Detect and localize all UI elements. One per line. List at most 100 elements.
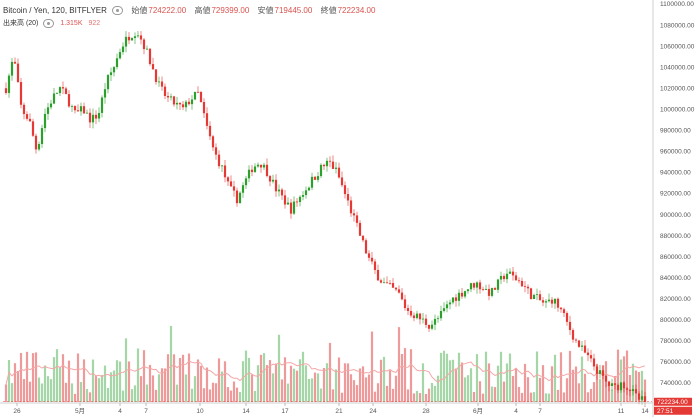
volume-bar bbox=[199, 365, 203, 402]
volume-bar bbox=[31, 353, 35, 402]
volume-bar bbox=[577, 383, 581, 402]
candle-body bbox=[151, 64, 155, 70]
volume-bar bbox=[88, 392, 92, 402]
volume-bar bbox=[142, 350, 146, 402]
candle-body bbox=[514, 275, 518, 281]
candle-body bbox=[481, 289, 485, 291]
candle-body bbox=[85, 112, 89, 114]
candle-body bbox=[4, 88, 8, 93]
volume-bar bbox=[109, 372, 113, 402]
volume-bar bbox=[373, 391, 377, 402]
x-tick-label: 6月 bbox=[473, 407, 483, 415]
volume-bar bbox=[43, 365, 47, 402]
volume-bar bbox=[13, 363, 17, 402]
candle-body bbox=[565, 313, 569, 322]
volume-bar bbox=[376, 383, 380, 402]
x-tick-label: 14 bbox=[641, 408, 649, 415]
candle-body bbox=[211, 136, 215, 148]
volume-bar bbox=[637, 371, 641, 402]
volume-bar bbox=[385, 385, 389, 402]
volume-bar bbox=[424, 393, 428, 402]
volume-bar bbox=[28, 381, 32, 402]
volume-bar bbox=[7, 360, 11, 402]
volume-bar bbox=[22, 379, 26, 402]
volume-bar bbox=[304, 365, 308, 402]
candle-body bbox=[631, 389, 635, 392]
candle-body bbox=[175, 102, 179, 105]
volume-bar bbox=[607, 384, 611, 402]
volume-bar bbox=[214, 383, 218, 402]
candle-body bbox=[130, 38, 134, 41]
volume-bar bbox=[100, 374, 104, 402]
candle-body bbox=[220, 165, 224, 167]
candle-body bbox=[442, 308, 446, 311]
candle-body bbox=[337, 167, 341, 178]
candle-body bbox=[586, 352, 590, 356]
candle-body bbox=[457, 292, 461, 301]
volume-bar bbox=[382, 356, 386, 402]
volume-bar bbox=[409, 349, 413, 402]
candle-body bbox=[463, 291, 467, 297]
volume-bar bbox=[547, 393, 551, 402]
candle-body bbox=[271, 179, 275, 182]
volume-bar bbox=[394, 375, 398, 402]
candle-body bbox=[37, 144, 41, 150]
eye-icon[interactable] bbox=[43, 18, 55, 28]
volume-bar bbox=[355, 385, 359, 402]
volume-bar bbox=[562, 392, 566, 402]
candle-body bbox=[58, 87, 62, 94]
volume-bar bbox=[364, 377, 368, 402]
volume-bar bbox=[532, 392, 536, 402]
volume-bar bbox=[352, 380, 356, 402]
x-tick-label: 26 bbox=[13, 408, 21, 415]
candle-body bbox=[604, 375, 608, 382]
volume-bar bbox=[430, 382, 434, 402]
candle-body bbox=[196, 91, 200, 93]
candle-body bbox=[295, 201, 299, 203]
candle-body bbox=[316, 176, 320, 180]
volume-bar bbox=[64, 382, 68, 402]
volume-bar bbox=[103, 365, 107, 402]
volume-bar bbox=[10, 383, 14, 402]
x-tick-label: 5月 bbox=[75, 407, 85, 415]
close-label: 終値 bbox=[320, 6, 337, 15]
candle-body bbox=[136, 35, 140, 37]
volume-bar bbox=[256, 365, 260, 402]
volume-bar bbox=[226, 387, 230, 402]
volume-bar bbox=[205, 367, 209, 402]
y-tick-label: 760000.00 bbox=[660, 359, 691, 366]
volume-bar bbox=[619, 359, 623, 402]
candle-body bbox=[325, 160, 329, 167]
volume-bar bbox=[589, 388, 593, 402]
volume-bar bbox=[400, 353, 404, 402]
candle-body bbox=[118, 52, 122, 59]
eye-icon[interactable] bbox=[112, 6, 124, 15]
candle-body bbox=[28, 118, 32, 122]
volume-bar bbox=[484, 351, 488, 402]
candle-body bbox=[580, 345, 584, 347]
candle-body bbox=[484, 288, 488, 290]
candle-body bbox=[214, 147, 218, 155]
volume-bar bbox=[595, 364, 599, 402]
volume-bar bbox=[190, 388, 194, 402]
volume-bar bbox=[148, 364, 152, 402]
volume-bar bbox=[628, 375, 632, 402]
volume-bar bbox=[538, 377, 542, 402]
symbol-title[interactable]: Bitcoin / Yen, 120, BITFLYER bbox=[3, 6, 107, 15]
candle-body bbox=[184, 101, 188, 108]
candle-body bbox=[190, 99, 194, 105]
candle-body bbox=[232, 186, 236, 191]
candle-body bbox=[205, 113, 209, 126]
volume-bar bbox=[16, 370, 20, 402]
candle-body bbox=[202, 101, 206, 114]
candle-body bbox=[235, 190, 239, 204]
volume-bar bbox=[163, 368, 167, 402]
candle-body bbox=[22, 104, 26, 115]
candle-body bbox=[109, 72, 113, 76]
volume-bar bbox=[388, 370, 392, 402]
candle-body bbox=[346, 194, 350, 201]
candle-body bbox=[391, 283, 395, 288]
volume-bar bbox=[76, 353, 80, 402]
candle-body bbox=[448, 302, 452, 305]
